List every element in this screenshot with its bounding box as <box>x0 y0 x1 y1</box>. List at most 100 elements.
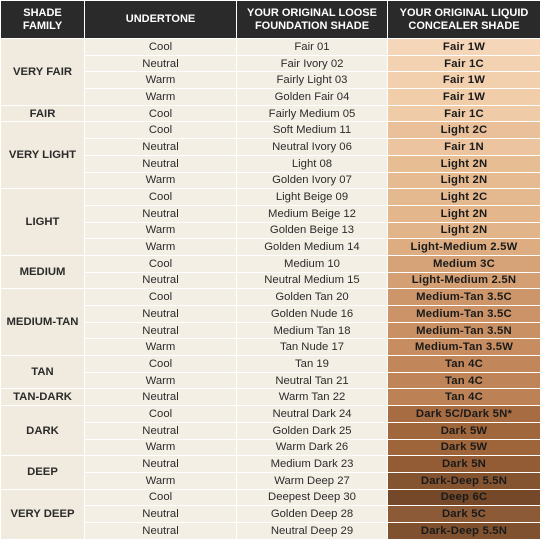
foundation-cell: Medium 10 <box>236 254 388 273</box>
header-row: SHADE FAMILY UNDERTONE YOUR ORIGINAL LOOSE… <box>0 0 540 39</box>
table-row: Warm Golden Fair 04 Fair 1W <box>1 88 540 106</box>
table-row: Neutral Neutral Medium 15 Light-Medium 2.5… <box>1 271 540 290</box>
undertone-cell: Cool <box>84 254 237 273</box>
table-row: Warm Golden Beige 13 Light 2N <box>1 221 540 240</box>
undertone-cell: Cool <box>84 488 237 507</box>
foundation-cell: Golden Dark 25 <box>236 421 388 440</box>
table-row: Warm Golden Ivory 07 Light 2N <box>1 171 540 190</box>
foundation-cell: Fair 01 <box>236 38 388 56</box>
concealer-cell: Fair 1C <box>387 54 540 73</box>
undertone-cell: Warm <box>84 221 237 240</box>
foundation-cell: Deepest Deep 30 <box>236 488 388 507</box>
concealer-cell: Medium-Tan 3.5W <box>387 338 540 357</box>
foundation-cell: Neutral Deep 29 <box>236 521 388 540</box>
table-row: VERY FAIR Cool Fair 01 Fair 1W <box>0 38 540 106</box>
concealer-cell: Dark-Deep 5.5N <box>387 521 540 540</box>
foundation-cell: Fair Ivory 02 <box>236 54 388 73</box>
foundation-cell: Fairly Medium 05 <box>236 104 388 123</box>
undertone-cell: Neutral <box>84 54 237 73</box>
undertone-cell: Neutral <box>84 388 237 407</box>
concealer-cell: Light 2N <box>387 154 540 173</box>
undertone-cell: Neutral <box>84 138 237 156</box>
foundation-cell: Medium Beige 12 <box>236 204 388 223</box>
undertone-cell: Warm <box>84 371 237 390</box>
shade-family-cell: LIGHT <box>0 188 85 256</box>
foundation-cell: Tan Nude 17 <box>236 338 388 357</box>
concealer-cell: Light 2N <box>387 171 540 190</box>
foundation-cell: Warm Dark 26 <box>236 438 388 457</box>
undertone-cell: Warm <box>84 338 237 357</box>
undertone-cell: Cool <box>84 38 237 56</box>
undertone-cell: Cool <box>84 104 237 123</box>
concealer-cell: Light-Medium 2.5W <box>387 238 540 256</box>
foundation-cell: Warm Deep 27 <box>236 471 388 490</box>
undertone-cell: Warm <box>84 438 237 457</box>
undertone-cell: Warm <box>84 88 237 106</box>
table-row: TAN-DARK Neutral Warm Tan 22 Tan 4C <box>0 388 540 407</box>
table-row: Warm Neutral Tan 21 Tan 4C <box>1 371 540 390</box>
table-row: MEDIUM-TAN Cool Golden Tan 20 Medium-Tan 3.… <box>0 288 540 357</box>
shade-family-cell: VERY DEEP <box>0 488 85 540</box>
undertone-cell: Warm <box>84 238 237 256</box>
concealer-cell: Fair 1W <box>387 38 540 56</box>
undertone-cell: Neutral <box>84 505 237 523</box>
undertone-cell: Neutral <box>84 321 237 340</box>
undertone-cell: Neutral <box>84 305 237 323</box>
undertone-cell: Neutral <box>84 154 237 173</box>
concealer-cell: Light-Medium 2.5N <box>387 271 540 290</box>
table-row: VERY DEEP Cool Deepest Deep 30 Deep 6C <box>0 488 540 540</box>
table-row: Warm Fairly Light 03 Fair 1W <box>1 71 540 90</box>
concealer-cell: Medium-Tan 3.5C <box>387 305 540 323</box>
shade-family-cell: DEEP <box>0 455 85 490</box>
table-row: Neutral Neutral Ivory 06 Fair 1N <box>1 138 540 156</box>
undertone-cell: Neutral <box>84 421 237 440</box>
foundation-cell: Light 08 <box>236 154 388 173</box>
table-row: Warm Tan Nude 17 Medium-Tan 3.5W <box>1 338 540 357</box>
concealer-cell: Medium-Tan 3.5N <box>387 321 540 340</box>
concealer-cell: Dark 5W <box>387 438 540 457</box>
concealer-cell: Tan 4C <box>387 388 540 407</box>
header-cell: YOUR ORIGINAL LIQUID CONCEALER SHADE <box>387 0 540 39</box>
table-row: VERY LIGHT Cool Soft Medium 11 Light 2C <box>0 121 540 190</box>
undertone-cell: Neutral <box>84 455 237 473</box>
table-row: Neutral Light 08 Light 2N <box>1 154 540 173</box>
foundation-cell: Light Beige 09 <box>236 188 388 206</box>
table-row: Neutral Golden Dark 25 Dark 5W <box>1 421 540 440</box>
header-cell: YOUR ORIGINAL LOOSE FOUNDATION SHADE <box>236 0 388 39</box>
table-row: DARK Cool Neutral Dark 24 Dark 5C/Dark 5N* <box>0 405 540 457</box>
concealer-cell: Dark 5C/Dark 5N* <box>387 405 540 423</box>
table-row: DEEP Neutral Medium Dark 23 Dark 5N <box>0 455 540 490</box>
foundation-cell: Golden Fair 04 <box>236 88 388 106</box>
table-row: Warm Warm Deep 27 Dark-Deep 5.5N <box>1 471 540 490</box>
shade-family-cell: MEDIUM <box>0 254 85 290</box>
table-row: Neutral Golden Deep 28 Dark 5C <box>1 505 540 523</box>
table-body: VERY FAIR Cool Fair 01 Fair 1W Neutral Fair I… <box>0 38 540 540</box>
concealer-cell: Fair 1W <box>387 88 540 106</box>
table-row: LIGHT Cool Light Beige 09 Light 2C <box>0 188 540 256</box>
foundation-cell: Soft Medium 11 <box>236 121 388 140</box>
foundation-cell: Tan 19 <box>236 355 388 373</box>
shade-family-cell: VERY FAIR <box>0 38 85 106</box>
foundation-cell: Neutral Medium 15 <box>236 271 388 290</box>
undertone-cell: Neutral <box>84 204 237 223</box>
foundation-cell: Fairly Light 03 <box>236 71 388 90</box>
concealer-cell: Light 2C <box>387 121 540 140</box>
foundation-cell: Neutral Dark 24 <box>236 405 388 423</box>
concealer-cell: Dark 5W <box>387 421 540 440</box>
foundation-cell: Medium Tan 18 <box>236 321 388 340</box>
foundation-cell: Golden Beige 13 <box>236 221 388 240</box>
concealer-cell: Light 2N <box>387 221 540 240</box>
concealer-cell: Dark 5C <box>387 505 540 523</box>
foundation-cell: Golden Medium 14 <box>236 238 388 256</box>
shade-family-cell: MEDIUM-TAN <box>0 288 85 357</box>
concealer-cell: Dark 5N <box>387 455 540 473</box>
shade-family-cell: DARK <box>0 405 85 457</box>
concealer-cell: Dark-Deep 5.5N <box>387 471 540 490</box>
foundation-cell: Warm Tan 22 <box>236 388 388 407</box>
foundation-cell: Golden Ivory 07 <box>236 171 388 190</box>
concealer-cell: Medium 3C <box>387 254 540 273</box>
header-cell: UNDERTONE <box>84 0 237 39</box>
undertone-cell: Neutral <box>84 521 237 540</box>
concealer-cell: Medium-Tan 3.5C <box>387 288 540 306</box>
concealer-cell: Fair 1W <box>387 71 540 90</box>
